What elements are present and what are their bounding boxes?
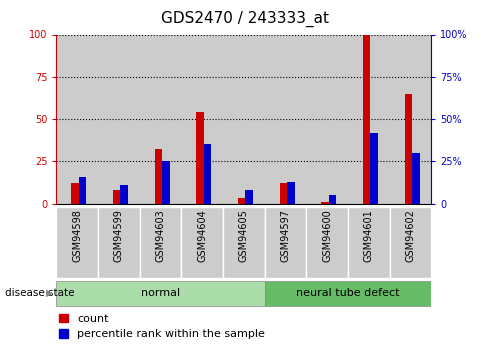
Bar <box>329 195 336 204</box>
Text: GSM94600: GSM94600 <box>322 209 332 262</box>
Bar <box>223 207 265 278</box>
Bar <box>390 207 431 278</box>
Bar <box>181 207 223 278</box>
Bar <box>306 207 348 278</box>
Bar <box>72 183 79 204</box>
Text: normal: normal <box>141 288 180 298</box>
Bar <box>280 183 287 204</box>
Text: disease state: disease state <box>5 288 74 298</box>
Bar <box>265 207 306 278</box>
Text: neural tube defect: neural tube defect <box>296 288 400 298</box>
Bar <box>223 34 265 204</box>
Bar <box>140 207 181 278</box>
Bar <box>348 34 390 204</box>
Bar <box>370 132 378 204</box>
Bar <box>238 198 245 204</box>
Text: GSM94604: GSM94604 <box>197 209 207 262</box>
Bar <box>321 202 329 204</box>
Text: ▶: ▶ <box>46 288 53 298</box>
Bar <box>56 207 98 278</box>
Bar <box>79 177 86 204</box>
Bar <box>348 207 390 278</box>
Bar <box>196 112 204 204</box>
Bar <box>155 149 162 204</box>
Bar <box>287 181 294 204</box>
Text: GSM94601: GSM94601 <box>364 209 374 262</box>
Legend: count, percentile rank within the sample: count, percentile rank within the sample <box>59 314 265 339</box>
Bar <box>363 34 370 204</box>
Text: GSM94598: GSM94598 <box>72 209 82 262</box>
Bar <box>245 190 253 204</box>
Bar <box>405 94 412 204</box>
Bar <box>265 281 431 306</box>
Text: GSM94605: GSM94605 <box>239 209 249 262</box>
Bar <box>306 34 348 204</box>
Text: GDS2470 / 243333_at: GDS2470 / 243333_at <box>161 10 329 27</box>
Bar <box>181 34 223 204</box>
Bar <box>140 34 181 204</box>
Bar <box>56 34 98 204</box>
Text: GSM94597: GSM94597 <box>280 209 291 262</box>
Bar <box>412 153 419 204</box>
Bar <box>162 161 170 204</box>
Text: GSM94603: GSM94603 <box>155 209 166 262</box>
Bar <box>121 185 128 204</box>
Bar <box>265 34 306 204</box>
Bar <box>56 281 265 306</box>
Text: GSM94602: GSM94602 <box>405 209 416 262</box>
Bar <box>98 207 140 278</box>
Bar <box>204 144 211 204</box>
Text: GSM94599: GSM94599 <box>114 209 124 262</box>
Bar <box>113 190 121 204</box>
Bar <box>390 34 431 204</box>
Bar <box>98 34 140 204</box>
